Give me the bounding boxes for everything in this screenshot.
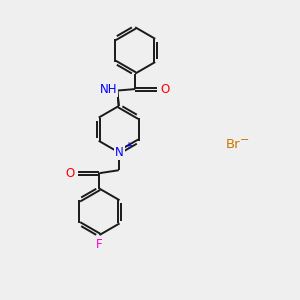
Text: O: O bbox=[160, 82, 170, 96]
Text: −: − bbox=[240, 136, 249, 146]
Text: Br: Br bbox=[226, 138, 241, 151]
Text: O: O bbox=[65, 167, 74, 180]
Text: N: N bbox=[115, 146, 124, 159]
Text: +: + bbox=[124, 141, 132, 152]
Text: NH: NH bbox=[100, 83, 117, 96]
Text: F: F bbox=[96, 238, 103, 251]
